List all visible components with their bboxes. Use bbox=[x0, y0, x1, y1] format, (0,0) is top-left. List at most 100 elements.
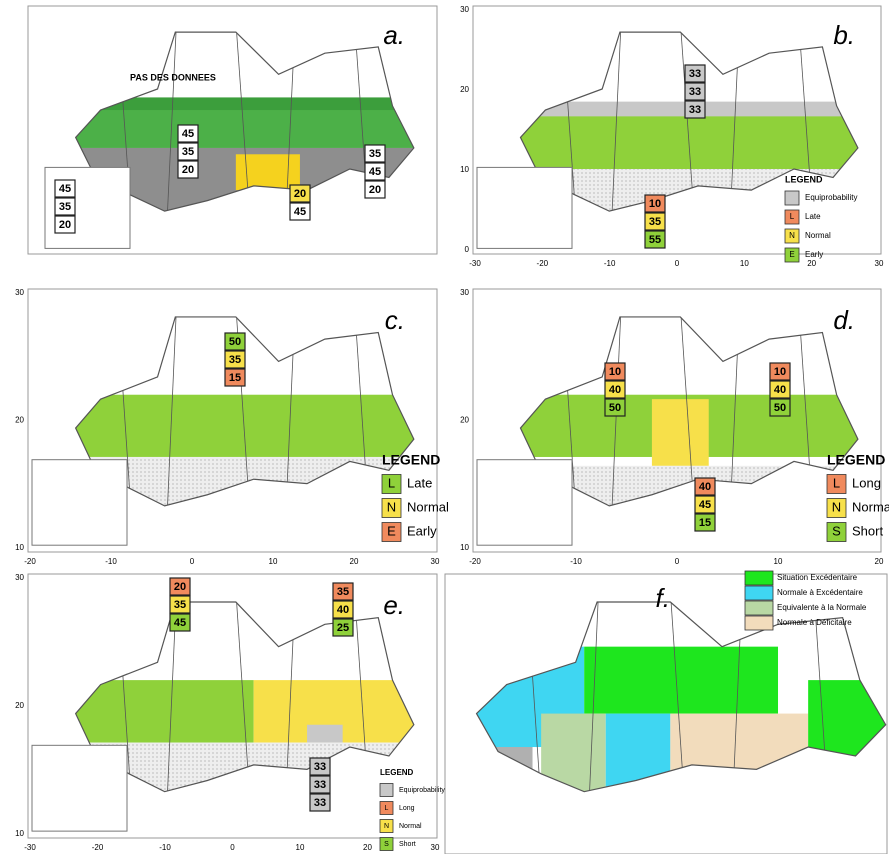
legend-code: N bbox=[789, 231, 795, 240]
legend-label: Early bbox=[407, 523, 437, 538]
legend-label: Early bbox=[805, 250, 823, 259]
x-tick-label: 30 bbox=[431, 843, 440, 852]
legend-title: LEGEND bbox=[382, 452, 440, 468]
probability-value: 33 bbox=[689, 86, 701, 98]
probability-value: 40 bbox=[609, 384, 621, 396]
legend-swatch bbox=[745, 586, 773, 600]
legend-code: S bbox=[384, 841, 389, 848]
panel-letter: d. bbox=[833, 305, 855, 335]
legend-label: Long bbox=[399, 805, 415, 812]
inset bbox=[32, 745, 127, 831]
probability-value: 50 bbox=[774, 402, 786, 414]
probability-value: 10 bbox=[649, 198, 661, 210]
x-tick-label: 10 bbox=[774, 557, 783, 566]
map-zone bbox=[503, 116, 858, 169]
x-tick-label: -10 bbox=[105, 557, 117, 566]
legend-swatch bbox=[785, 191, 799, 205]
x-tick-label: -20 bbox=[469, 557, 481, 566]
probability-value: 40 bbox=[699, 481, 711, 493]
probability-value: 35 bbox=[182, 146, 194, 158]
legend-label: Normal bbox=[852, 499, 889, 514]
map-zone bbox=[584, 647, 778, 714]
legend-code: S bbox=[832, 523, 841, 538]
probability-value: 15 bbox=[699, 517, 711, 529]
probability-value: 45 bbox=[699, 499, 711, 511]
panel-letter: c. bbox=[385, 305, 405, 335]
x-tick-label: 20 bbox=[363, 843, 372, 852]
panel: f.Situation ExcédentaireNormale à Excéde… bbox=[445, 571, 887, 854]
legend-code: E bbox=[789, 250, 794, 259]
legend-label: Equiprobability bbox=[399, 787, 445, 794]
panel: e.203545354025333333LEGENDEquiprobabilit… bbox=[15, 573, 445, 852]
probability-value: 35 bbox=[59, 201, 71, 213]
x-tick-label: 30 bbox=[875, 259, 884, 268]
panel-letter: a. bbox=[383, 20, 405, 50]
x-tick-label: 0 bbox=[675, 259, 680, 268]
legend-title: LEGEND bbox=[785, 174, 823, 184]
probability-value: 45 bbox=[59, 183, 71, 195]
x-tick-label: -20 bbox=[537, 259, 549, 268]
x-tick-label: 0 bbox=[675, 557, 680, 566]
map-zone bbox=[58, 395, 414, 457]
probability-value: 45 bbox=[182, 128, 194, 140]
probability-value: 25 bbox=[337, 622, 349, 634]
x-tick-label: 10 bbox=[269, 557, 278, 566]
inset bbox=[32, 460, 127, 546]
legend-code: N bbox=[384, 823, 389, 830]
probability-value: 35 bbox=[649, 216, 661, 228]
probability-value: 35 bbox=[369, 148, 381, 160]
probability-value: 10 bbox=[609, 366, 621, 378]
x-tick-label: -20 bbox=[92, 843, 104, 852]
legend-code: L bbox=[833, 475, 840, 490]
legend-swatch bbox=[745, 601, 773, 615]
legend-code: N bbox=[387, 499, 396, 514]
x-tick-label: -30 bbox=[24, 843, 36, 852]
y-tick-label: 10 bbox=[460, 165, 469, 174]
legend-code: L bbox=[790, 212, 795, 221]
x-tick-label: 0 bbox=[230, 843, 235, 852]
y-tick-label: 20 bbox=[15, 416, 24, 425]
probability-value: 35 bbox=[229, 354, 241, 366]
probability-value: 20 bbox=[294, 188, 306, 200]
inset bbox=[477, 460, 572, 546]
probability-value: 50 bbox=[229, 336, 241, 348]
x-tick-label: 10 bbox=[740, 259, 749, 268]
panel: c.503515LEGENDLLateNNormalEEarly-20-1001… bbox=[15, 288, 449, 566]
probability-value: 35 bbox=[337, 586, 349, 598]
y-tick-label: 20 bbox=[15, 701, 24, 710]
y-tick-label: 20 bbox=[460, 85, 469, 94]
probability-value: 20 bbox=[369, 184, 381, 196]
panel-letter: b. bbox=[833, 20, 855, 50]
probability-value: 35 bbox=[174, 599, 186, 611]
probability-value: 33 bbox=[689, 104, 701, 116]
legend-label: Normale à Déficitaire bbox=[777, 618, 852, 627]
figure: a.PAS DES DONNEES4535203545202045453520b… bbox=[0, 0, 889, 854]
no-data-note: PAS DES DONNEES bbox=[130, 72, 216, 82]
legend-swatch bbox=[745, 616, 773, 630]
inset bbox=[477, 167, 572, 248]
x-tick-label: 20 bbox=[350, 557, 359, 566]
x-tick-label: 30 bbox=[431, 557, 440, 566]
map-zone bbox=[58, 110, 414, 148]
legend-swatch bbox=[745, 571, 773, 585]
legend-label: Equivalente à la Normale bbox=[777, 603, 867, 612]
y-tick-label: 20 bbox=[460, 416, 469, 425]
panel: d.104050104050404515LEGENDLLongNNormalSS… bbox=[460, 288, 889, 566]
legend-code: N bbox=[832, 499, 841, 514]
panel-letter: e. bbox=[383, 590, 405, 620]
y-tick-label: 30 bbox=[15, 288, 24, 297]
probability-value: 55 bbox=[649, 234, 661, 246]
y-tick-label: 10 bbox=[460, 543, 469, 552]
legend-label: Long bbox=[852, 475, 881, 490]
probability-value: 20 bbox=[182, 164, 194, 176]
probability-value: 33 bbox=[314, 761, 326, 773]
x-tick-label: 0 bbox=[190, 557, 195, 566]
legend-label: Normal bbox=[407, 499, 449, 514]
probability-value: 40 bbox=[337, 604, 349, 616]
legend-code: E bbox=[387, 523, 396, 538]
legend-label: Short bbox=[852, 523, 883, 538]
probability-value: 20 bbox=[59, 219, 71, 231]
x-tick-label: 20 bbox=[807, 259, 816, 268]
y-tick-label: 0 bbox=[465, 245, 470, 254]
